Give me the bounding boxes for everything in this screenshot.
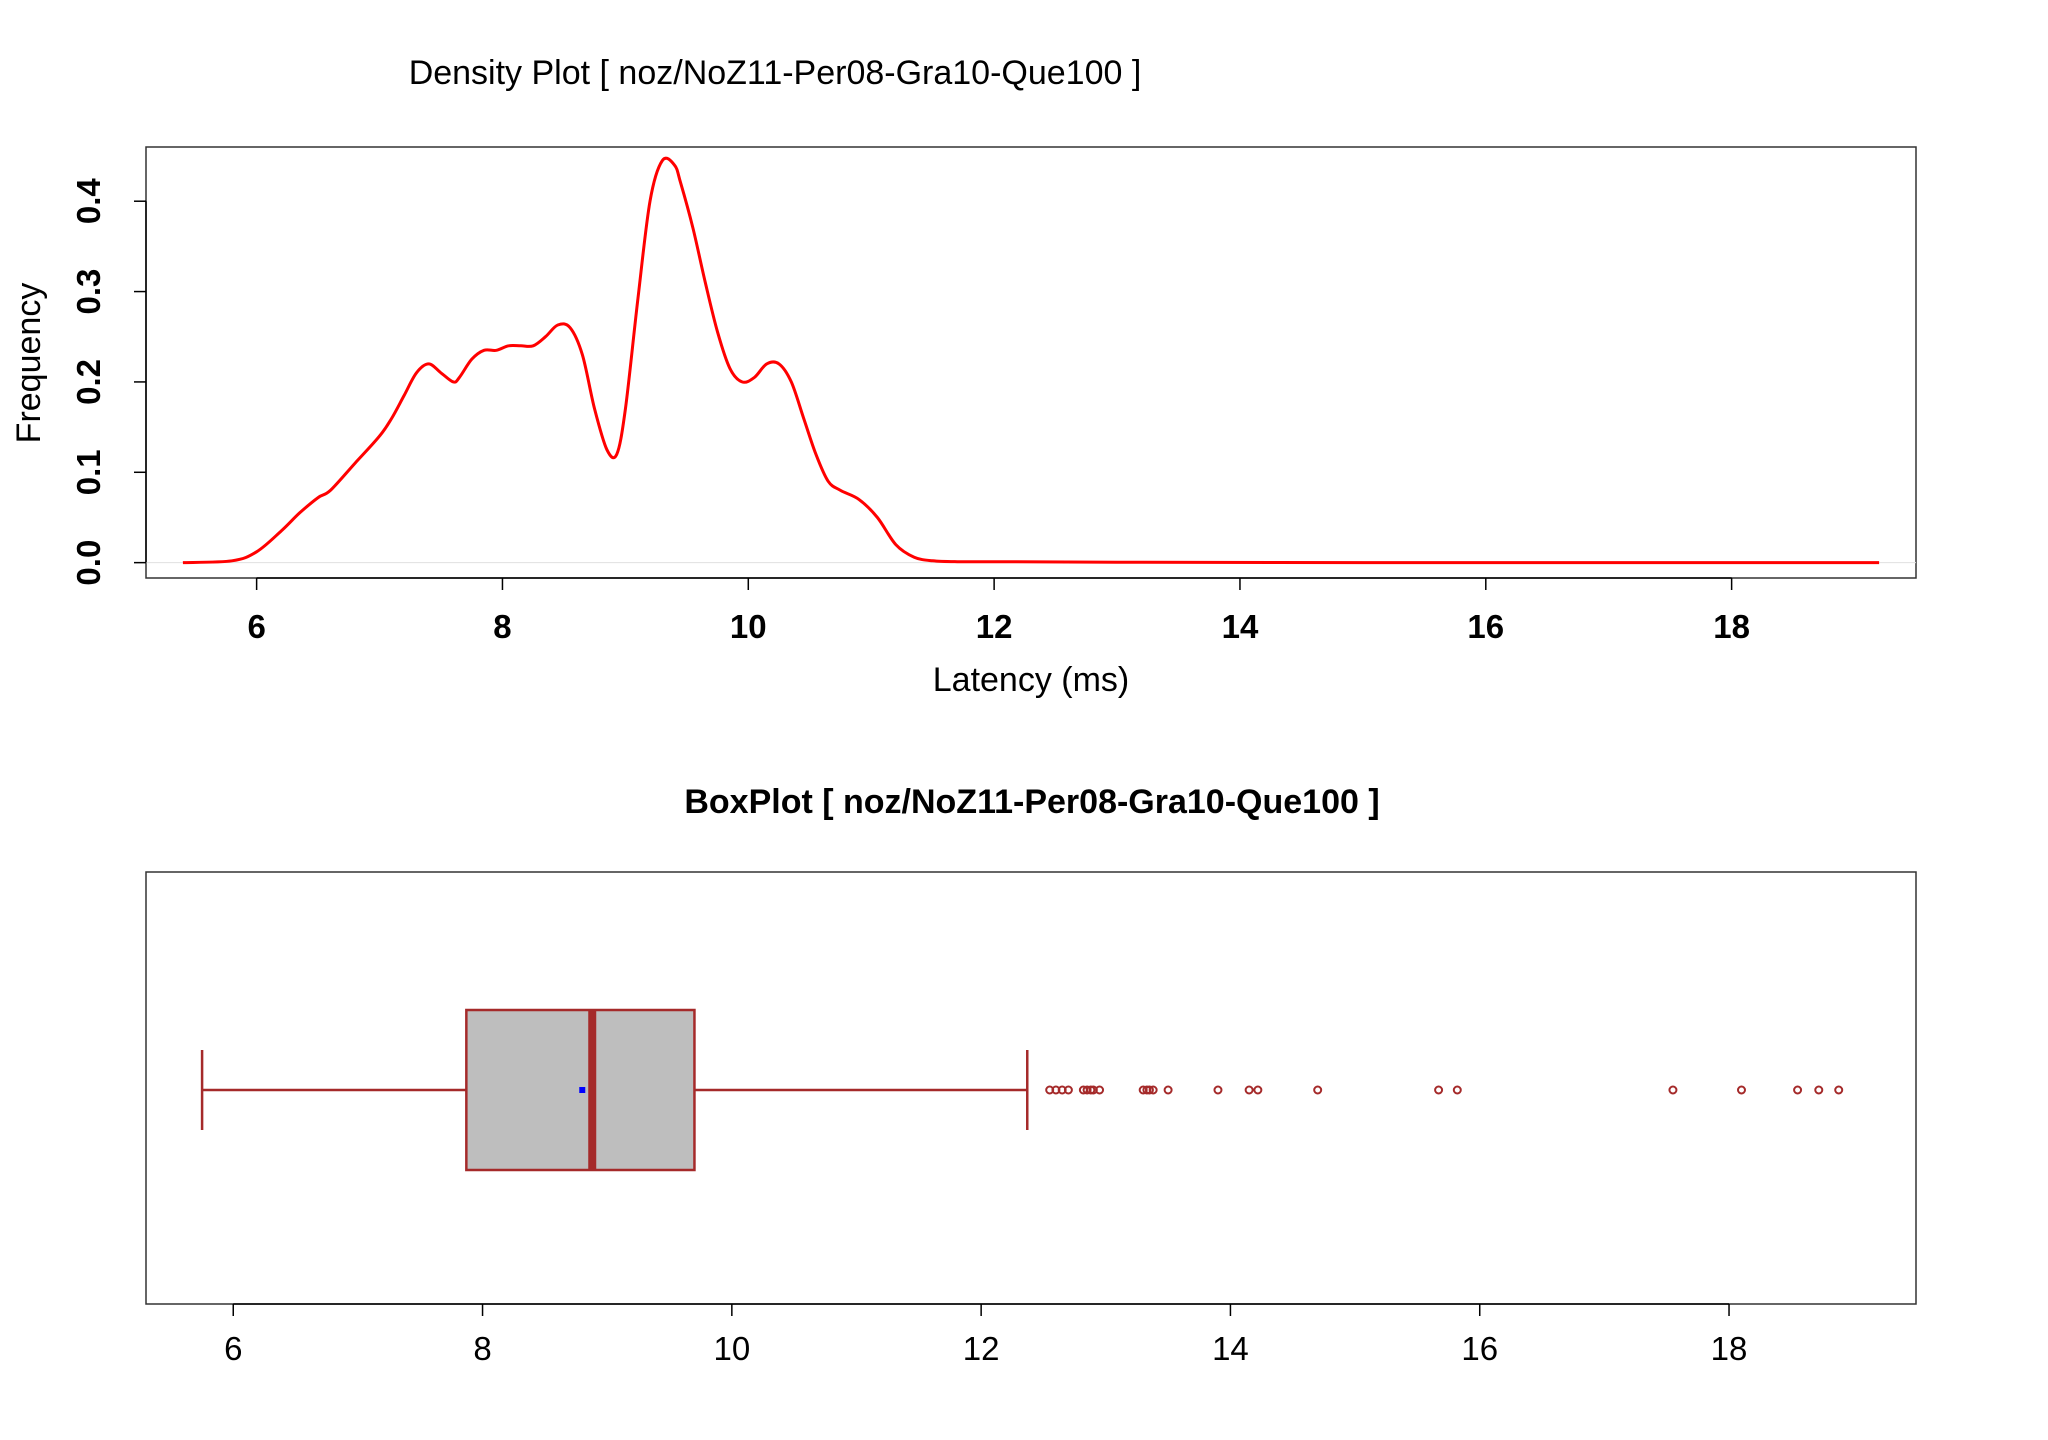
outlier-point bbox=[1095, 1085, 1105, 1095]
y-tick-label: 0.0 bbox=[70, 540, 107, 586]
box-x-tick-label: 10 bbox=[713, 1330, 750, 1367]
outlier-point bbox=[1793, 1085, 1803, 1095]
outlier-point bbox=[1148, 1085, 1158, 1095]
density-curve bbox=[182, 156, 1880, 565]
box-plot-title: BoxPlot [ noz/NoZ11-Per08-Gra10-Que100 ] bbox=[684, 783, 1379, 821]
density-plot: Density Plot [ noz/NoZ11-Per08-Gra10-Que… bbox=[10, 54, 1917, 699]
outlier-point bbox=[1163, 1085, 1173, 1095]
x-tick-label: 18 bbox=[1713, 608, 1750, 645]
box-outliers bbox=[1045, 1085, 1844, 1095]
x-tick-label: 16 bbox=[1467, 608, 1504, 645]
density-x-label: Latency (ms) bbox=[933, 661, 1130, 699]
outlier-point bbox=[1834, 1085, 1844, 1095]
outlier-point bbox=[1736, 1085, 1746, 1095]
outlier-point bbox=[1063, 1085, 1073, 1095]
box-x-tick-label: 16 bbox=[1461, 1330, 1498, 1367]
y-tick-label: 0.1 bbox=[70, 449, 107, 495]
box-plot: BoxPlot [ noz/NoZ11-Per08-Gra10-Que100 ]… bbox=[145, 783, 1917, 1367]
outlier-point bbox=[1244, 1085, 1254, 1095]
outlier-point bbox=[1814, 1085, 1824, 1095]
density-y-axis: 0.0 0.1 0.2 0.3 0.4 bbox=[70, 178, 147, 586]
box-x-tick-label: 8 bbox=[473, 1330, 491, 1367]
box-marks bbox=[200, 1008, 1029, 1172]
density-plot-title: Density Plot [ noz/NoZ11-Per08-Gra10-Que… bbox=[409, 54, 1142, 92]
box-plot-frame bbox=[145, 871, 1917, 1305]
y-tick-label: 0.3 bbox=[70, 269, 107, 315]
box-x-tick-label: 6 bbox=[224, 1330, 242, 1367]
y-tick-label: 0.2 bbox=[70, 359, 107, 405]
outlier-point bbox=[1253, 1085, 1263, 1095]
box-x-tick-label: 18 bbox=[1711, 1330, 1748, 1367]
density-plot-frame bbox=[145, 146, 1917, 579]
outlier-point bbox=[1313, 1085, 1323, 1095]
outlier-point bbox=[1144, 1085, 1154, 1095]
box-x-axis: 6 8 10 12 14 16 18 bbox=[224, 1303, 1748, 1367]
x-tick-label: 8 bbox=[493, 608, 511, 645]
outlier-point bbox=[1213, 1085, 1223, 1095]
x-tick-label: 12 bbox=[976, 608, 1013, 645]
density-x-axis: 6 8 10 12 14 16 18 bbox=[247, 577, 1750, 645]
mean-marker bbox=[579, 1087, 586, 1093]
box-x-tick-label: 14 bbox=[1212, 1330, 1249, 1367]
outlier-point bbox=[1668, 1085, 1678, 1095]
outlier-point bbox=[1452, 1085, 1462, 1095]
y-tick-label: 0.4 bbox=[70, 178, 107, 225]
x-tick-label: 6 bbox=[247, 608, 265, 645]
box-x-tick-label: 12 bbox=[963, 1330, 1000, 1367]
x-tick-label: 10 bbox=[730, 608, 767, 645]
outlier-point bbox=[1434, 1085, 1444, 1095]
x-tick-label: 14 bbox=[1222, 608, 1259, 645]
density-y-label: Frequency bbox=[10, 283, 48, 444]
